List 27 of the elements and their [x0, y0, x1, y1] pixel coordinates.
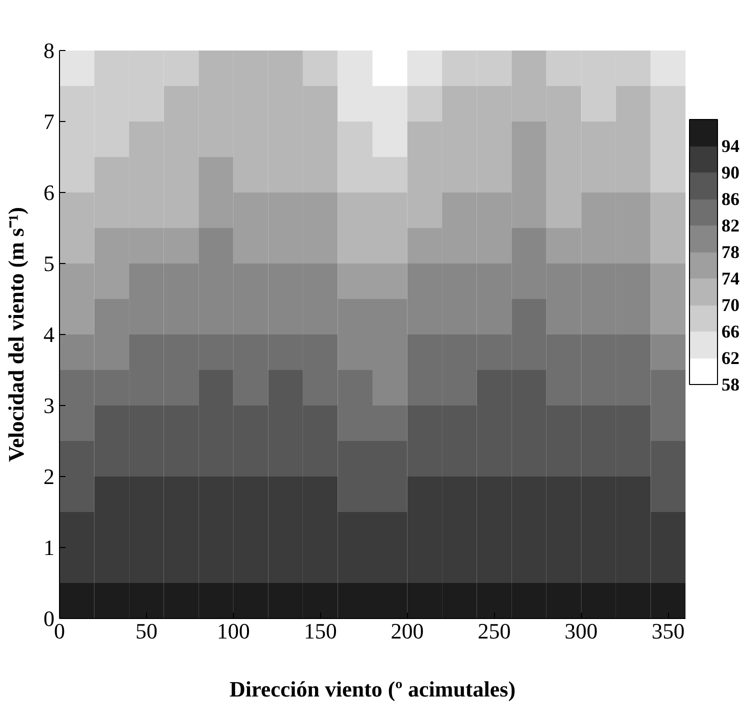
x-tick-label: 350 [652, 618, 685, 644]
color-bar-label: 94 [722, 136, 740, 156]
y-tick-label: 8 [44, 38, 54, 63]
y-tick-label: 7 [44, 109, 54, 134]
y-tick-label: 1 [44, 535, 54, 560]
color-bar-label: 58 [722, 374, 740, 394]
color-bar-label: 70 [722, 295, 740, 315]
x-tick-label: 50 [135, 618, 158, 644]
x-tick-label: 300 [564, 618, 598, 644]
y-tick-label: 6 [44, 180, 54, 205]
x-tick-label: 250 [478, 618, 511, 644]
x-tick-label: 100 [216, 618, 250, 644]
y-tick-label: 5 [44, 251, 54, 276]
x-tick-label: 200 [390, 618, 424, 644]
color-bar-label: 82 [722, 216, 740, 236]
color-bar-label: 66 [722, 322, 740, 342]
y-axis-title: Velocidad del viento (m s⁻¹) [4, 207, 28, 462]
color-bar-label: 62 [722, 348, 740, 368]
y-tick-label: 2 [44, 464, 54, 489]
color-bar-label: 86 [722, 189, 740, 209]
x-axis-title: Dirección viento (º acimutales) [229, 676, 516, 702]
y-tick-label: 4 [44, 322, 54, 347]
color-bar-label: 78 [722, 242, 740, 262]
x-tick-label: 150 [304, 618, 337, 644]
color-bar-label: 90 [722, 162, 740, 182]
y-tick-label: 3 [44, 393, 54, 418]
color-bar-label: 74 [722, 268, 740, 288]
